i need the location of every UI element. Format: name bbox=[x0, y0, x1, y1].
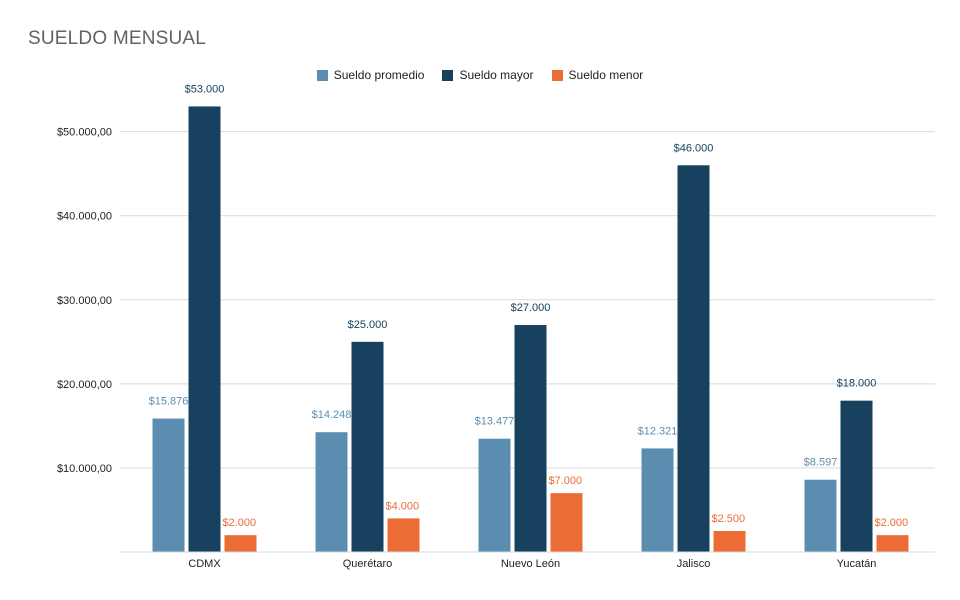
bar-sueldo-mayor bbox=[188, 106, 221, 552]
bar-sueldo-promedio bbox=[315, 432, 348, 552]
data-label: $4.000 bbox=[386, 500, 420, 512]
legend-label-sueldo-mayor: Sueldo mayor bbox=[459, 68, 534, 82]
y-tick-label: $20.000,00 bbox=[57, 379, 112, 391]
data-label: $46.000 bbox=[674, 142, 714, 154]
bar-sueldo-menor bbox=[876, 535, 909, 552]
bar-sueldo-mayor bbox=[351, 341, 384, 552]
x-tick-label: Nuevo León bbox=[501, 558, 560, 570]
y-tick-label: $10.000,00 bbox=[57, 463, 112, 475]
x-tick-label: Yucatán bbox=[837, 558, 877, 570]
data-label: $14.248 bbox=[312, 409, 352, 421]
data-label: $53.000 bbox=[185, 83, 225, 95]
y-tick-label: $40.000,00 bbox=[57, 211, 112, 223]
bar-sueldo-menor bbox=[387, 518, 420, 552]
data-label: $2.500 bbox=[712, 513, 746, 525]
bar-sueldo-mayor bbox=[840, 400, 873, 552]
bar-sueldo-menor bbox=[550, 493, 583, 552]
bar-sueldo-promedio bbox=[641, 448, 674, 552]
chart-title: SUELDO MENSUAL bbox=[28, 28, 207, 49]
legend-label-sueldo-promedio: Sueldo promedio bbox=[333, 68, 425, 82]
data-label: $13.477 bbox=[475, 416, 515, 428]
chart-legend: Sueldo promedio Sueldo mayor Sueldo meno… bbox=[0, 68, 960, 82]
legend-item-sueldo-mayor: Sueldo mayor bbox=[442, 68, 534, 82]
data-label: $12.321 bbox=[638, 425, 678, 437]
y-tick-label: $30.000,00 bbox=[57, 295, 112, 307]
legend-swatch-sueldo-promedio bbox=[316, 69, 328, 81]
bar-sueldo-mayor bbox=[677, 165, 710, 552]
data-label: $27.000 bbox=[511, 302, 551, 314]
legend-swatch-sueldo-menor bbox=[551, 69, 563, 81]
x-tick-label: Querétaro bbox=[343, 558, 393, 570]
legend-item-sueldo-menor: Sueldo menor bbox=[551, 68, 644, 82]
x-tick-label: CDMX bbox=[188, 558, 221, 570]
data-label: $25.000 bbox=[348, 319, 388, 331]
bar-sueldo-promedio bbox=[478, 438, 511, 552]
bar-sueldo-promedio bbox=[804, 479, 837, 552]
bar-sueldo-menor bbox=[224, 535, 257, 552]
data-label: $7.000 bbox=[549, 475, 583, 487]
legend-swatch-sueldo-mayor bbox=[442, 69, 454, 81]
y-tick-label: $50.000,00 bbox=[57, 127, 112, 139]
data-label: $15.876 bbox=[149, 396, 189, 408]
x-tick-label: Jalisco bbox=[677, 558, 711, 570]
legend-label-sueldo-menor: Sueldo menor bbox=[568, 68, 644, 82]
data-label: $2.000 bbox=[875, 517, 909, 529]
data-label: $2.000 bbox=[223, 517, 257, 529]
bar-sueldo-mayor bbox=[514, 325, 547, 552]
bar-sueldo-promedio bbox=[152, 418, 185, 552]
data-label: $8.597 bbox=[804, 457, 838, 469]
data-label: $18.000 bbox=[837, 378, 877, 390]
legend-item-sueldo-promedio: Sueldo promedio bbox=[316, 68, 425, 82]
bar-sueldo-menor bbox=[713, 530, 746, 552]
